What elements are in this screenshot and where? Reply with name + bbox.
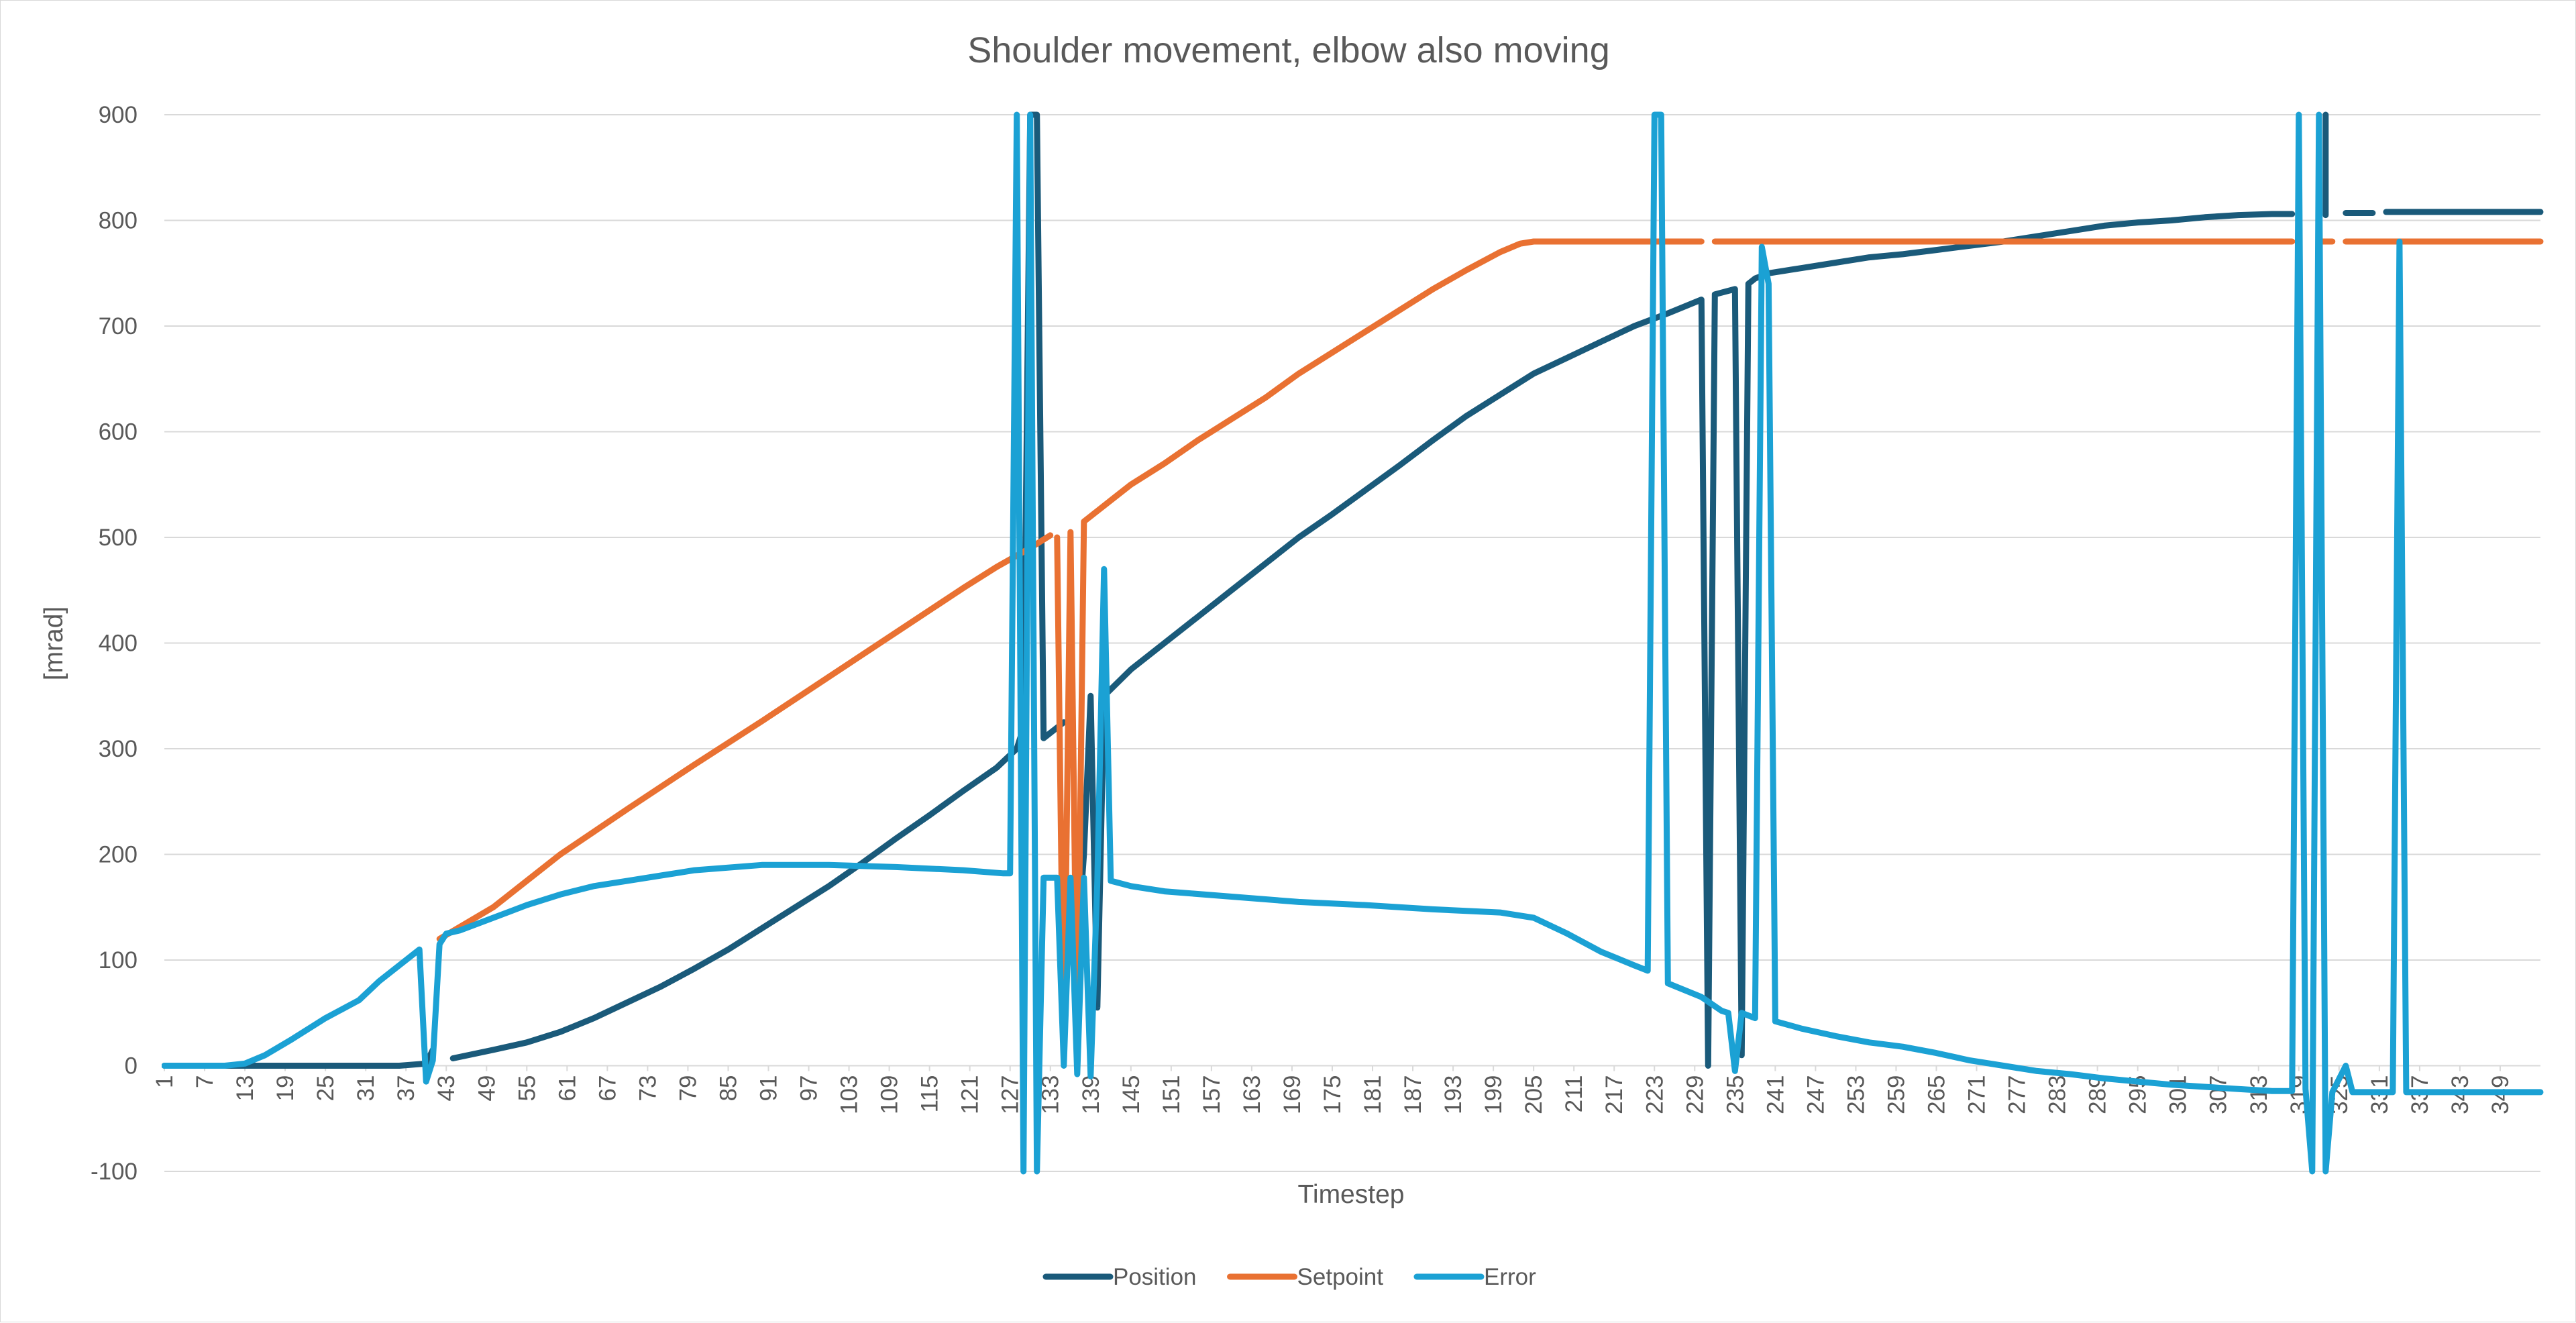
x-tick-label: 73 — [635, 1075, 661, 1102]
error-line — [162, 111, 2544, 1175]
x-tick-label: 109 — [877, 1075, 903, 1114]
y-tick-label: 600 — [99, 419, 138, 445]
x-tick-label: 163 — [1239, 1075, 1265, 1114]
x-tick-label: 67 — [594, 1075, 621, 1102]
chart-title: Shoulder movement, elbow also moving — [967, 30, 1610, 70]
x-tick-label: 7 — [192, 1075, 218, 1088]
x-tick-label: 247 — [1803, 1075, 1829, 1114]
x-tick-label: 97 — [796, 1075, 822, 1102]
x-tick-label: 79 — [675, 1075, 701, 1102]
x-tick-label: 199 — [1481, 1075, 1507, 1114]
x-tick-label: 193 — [1440, 1075, 1466, 1114]
series-setpoint — [436, 238, 2544, 1059]
x-tick-label: 169 — [1279, 1075, 1305, 1114]
x-tick-label: 235 — [1722, 1075, 1748, 1114]
x-tick-label: 277 — [2004, 1075, 2031, 1114]
x-tick-label: 253 — [1843, 1075, 1869, 1114]
x-tick-label: 145 — [1118, 1075, 1144, 1114]
x-axis-ticks: 1 7 13 19 25 31 37 43 49 55 61 67 73 79 85 91 97 103 109 11… — [152, 1065, 2514, 1114]
x-tick-label: 283 — [2045, 1075, 2071, 1114]
x-tick-label: 229 — [1682, 1075, 1708, 1114]
series-position — [162, 111, 2544, 1069]
x-tick-label: 259 — [1883, 1075, 1909, 1114]
legend-item-setpoint: Setpoint — [1227, 1264, 1384, 1290]
x-tick-label: 265 — [1923, 1075, 1949, 1114]
y-tick-label: 700 — [99, 313, 138, 339]
x-tick-label: 217 — [1601, 1075, 1627, 1114]
x-tick-label: 139 — [1078, 1075, 1104, 1114]
legend: Position Setpoint Error — [1042, 1264, 1536, 1290]
x-tick-label: 211 — [1561, 1075, 1587, 1113]
legend-item-position: Position — [1042, 1264, 1197, 1290]
x-tick-label: 157 — [1199, 1075, 1225, 1114]
x-tick-label: 1 — [152, 1075, 178, 1088]
x-tick-label: 31 — [353, 1075, 379, 1102]
y-tick-label: 100 — [99, 947, 138, 973]
y-tick-label: 400 — [99, 631, 138, 657]
x-tick-label: 205 — [1521, 1075, 1547, 1114]
x-tick-label: 151 — [1159, 1075, 1185, 1114]
position-line — [449, 111, 1067, 1061]
x-tick-label: 301 — [2165, 1075, 2192, 1114]
x-tick-label: 25 — [313, 1075, 339, 1102]
position-line — [1074, 211, 2296, 1069]
x-tick-label: 313 — [2246, 1075, 2272, 1114]
x-tick-label: 61 — [554, 1075, 580, 1102]
x-tick-label: 187 — [1400, 1075, 1426, 1114]
x-tick-label: 49 — [474, 1075, 500, 1102]
y-tick-label: 0 — [125, 1053, 138, 1079]
legend-label: Setpoint — [1297, 1264, 1384, 1290]
x-tick-label: 127 — [998, 1075, 1024, 1114]
legend-item-error: Error — [1413, 1264, 1536, 1290]
x-tick-label: 241 — [1762, 1075, 1788, 1114]
y-tick-label: 800 — [99, 208, 138, 234]
x-axis-title: Timestep — [1298, 1180, 1405, 1209]
x-tick-label: 43 — [433, 1075, 460, 1102]
series-lines — [162, 111, 2544, 1175]
legend-label: Position — [1113, 1264, 1197, 1290]
y-tick-label: 300 — [99, 736, 138, 762]
x-tick-label: 271 — [1964, 1075, 1990, 1114]
y-axis-title: [mrad] — [40, 606, 68, 681]
x-tick-label: 19 — [272, 1075, 299, 1102]
x-tick-label: 13 — [232, 1075, 258, 1102]
x-tick-label: 55 — [514, 1075, 540, 1102]
y-axis-ticks: -100 0 100 200 300 400 500 600 700 800 900 — [91, 102, 138, 1185]
x-tick-label: 37 — [393, 1075, 419, 1102]
series-error — [162, 111, 2544, 1175]
x-tick-label: 85 — [715, 1075, 741, 1102]
setpoint-line — [1054, 238, 1705, 1059]
x-tick-label: 121 — [957, 1075, 983, 1114]
x-tick-label: 181 — [1360, 1075, 1386, 1114]
y-tick-label: 200 — [99, 842, 138, 868]
setpoint-line — [436, 532, 1054, 942]
y-tick-label: 900 — [99, 102, 138, 128]
x-tick-label: 103 — [837, 1075, 863, 1114]
y-tick-label: 500 — [99, 525, 138, 551]
legend-label: Error — [1484, 1264, 1536, 1290]
x-tick-label: 91 — [756, 1075, 782, 1102]
x-tick-label: 307 — [2206, 1075, 2232, 1114]
x-tick-label: 223 — [1642, 1075, 1668, 1114]
gridlines — [164, 114, 2540, 1172]
x-tick-label: 175 — [1320, 1075, 1346, 1114]
y-tick-label: -100 — [91, 1159, 138, 1185]
x-tick-label: 115 — [917, 1075, 943, 1113]
